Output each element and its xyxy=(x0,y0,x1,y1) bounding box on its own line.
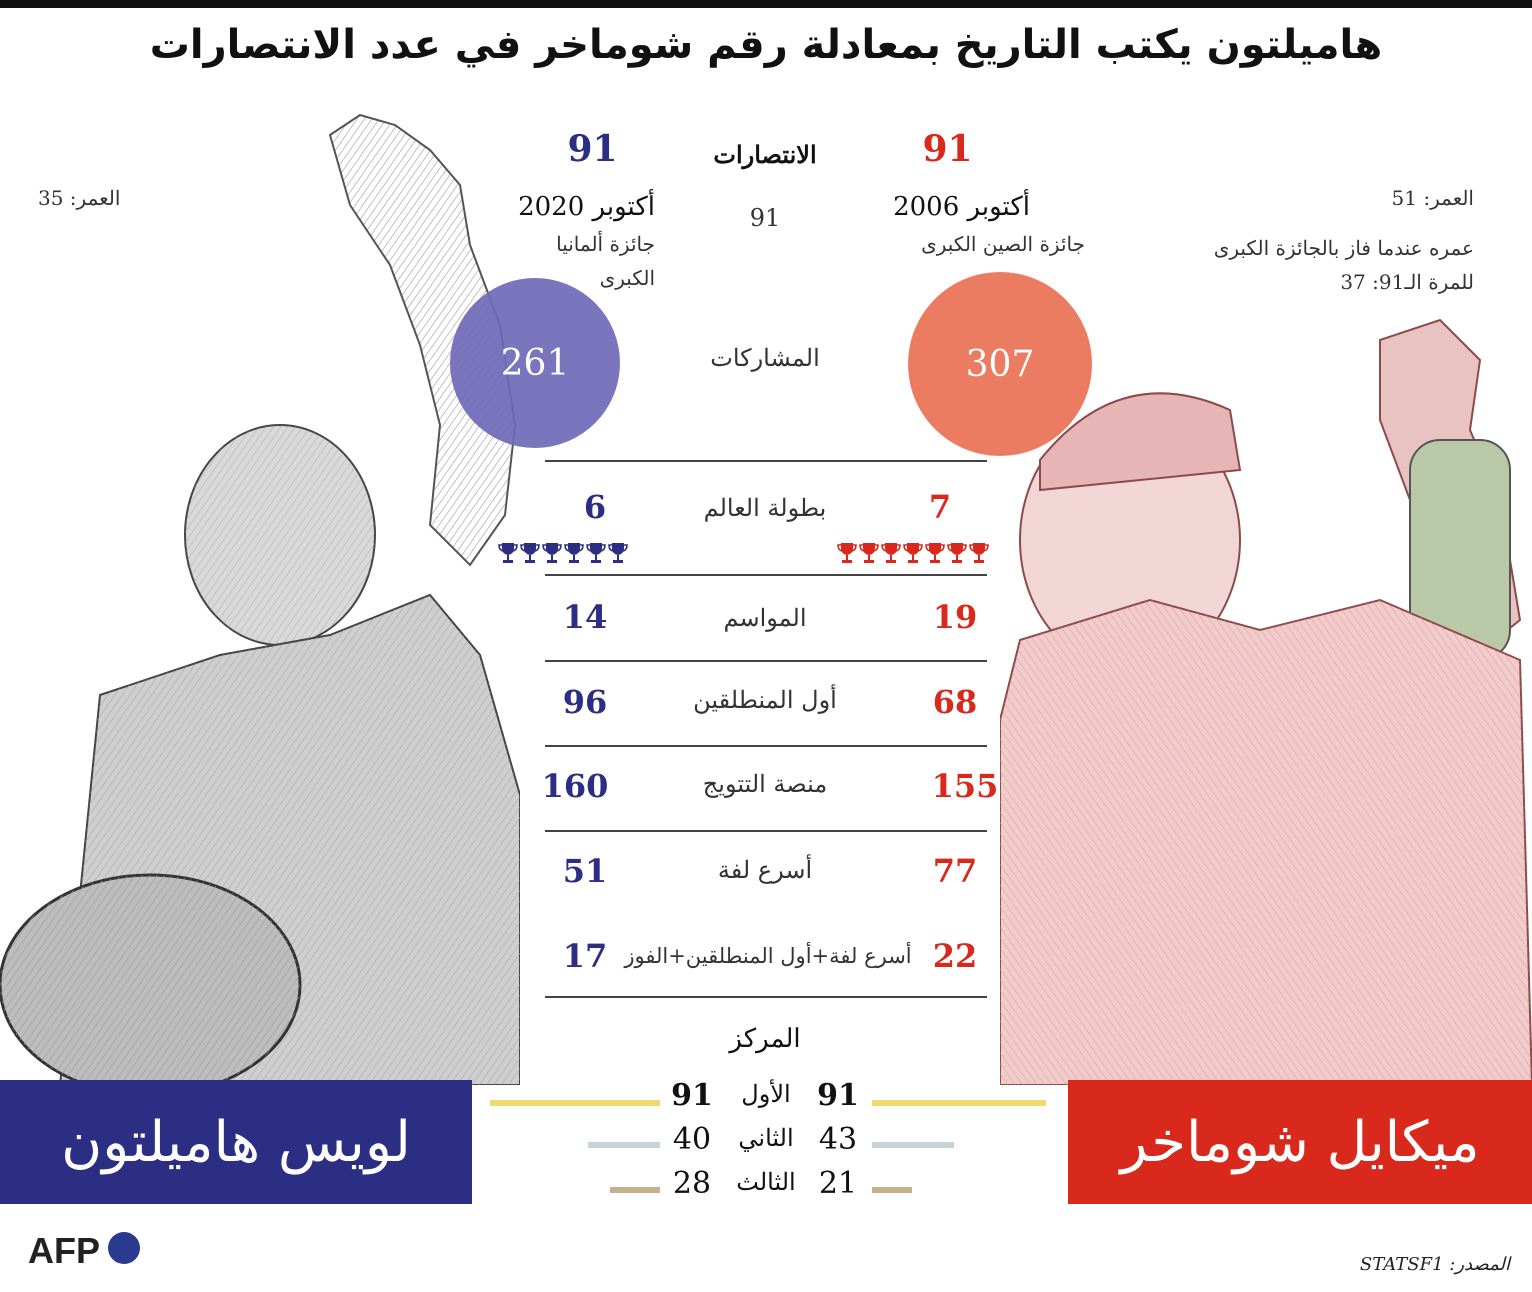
schumacher-age-note-2: للمرة الـ91: 37 xyxy=(1340,270,1474,294)
source-note: المصدر: STATSF1 xyxy=(1359,1254,1510,1275)
hamilton-trophies xyxy=(497,542,629,568)
hamilton-pos3: 28 xyxy=(672,1166,712,1201)
first-label: الأول xyxy=(741,1080,791,1108)
trophy-icon xyxy=(903,543,923,563)
wins-sub: 91 xyxy=(749,204,781,232)
schumacher-podiums: 155 xyxy=(931,767,999,805)
hamilton-record-date: أكتوبر 2020 xyxy=(518,192,655,222)
trophy-icon xyxy=(608,543,628,563)
schumacher-third-bar xyxy=(872,1187,912,1193)
divider-2 xyxy=(545,574,987,576)
seasons-label: المواسم xyxy=(723,604,807,632)
hamilton-pos1: 91 xyxy=(671,1078,713,1113)
hamilton-age: العمر: 35 xyxy=(38,186,121,210)
trophy-icon xyxy=(859,543,879,563)
titles-label: بطولة العالم xyxy=(703,494,827,522)
schumacher-first-bar xyxy=(872,1100,1046,1106)
schumacher-entries: 307 xyxy=(965,343,1035,385)
trophy-icon xyxy=(586,543,606,563)
hamilton-second-bar xyxy=(588,1142,660,1148)
afp-logo: AFP xyxy=(28,1230,100,1271)
wins-label: الانتصارات xyxy=(713,140,817,169)
schumacher-trophies xyxy=(836,542,990,568)
poles-label: أول المنطلقين xyxy=(693,686,837,714)
third-label: الثالث xyxy=(736,1168,796,1196)
hamilton-titles: 6 xyxy=(583,488,607,526)
divider-3 xyxy=(545,660,987,662)
hamilton-poles: 96 xyxy=(562,683,608,721)
schumacher-pos1: 91 xyxy=(817,1078,859,1113)
hamilton-photo xyxy=(0,113,520,1085)
hamilton-hat-tricks: 17 xyxy=(562,937,608,975)
hamilton-pos2: 40 xyxy=(672,1122,712,1157)
trophy-icon xyxy=(925,543,945,563)
hamilton-third-bar xyxy=(610,1187,660,1193)
fastest-laps-label: أسرع لفة xyxy=(717,856,813,884)
schumacher-hat-tricks: 22 xyxy=(932,937,978,975)
schumacher-fastest-laps: 77 xyxy=(932,852,978,890)
afp-logo-dot xyxy=(108,1232,140,1264)
divider-5 xyxy=(545,830,987,832)
schumacher-seasons: 19 xyxy=(932,598,978,636)
second-label: الثاني xyxy=(738,1124,794,1152)
hat-tricks-label: أسرع لفة+أول المنطلقين+الفوز xyxy=(624,944,912,968)
schumacher-poles: 68 xyxy=(932,683,978,721)
schumacher-wins: 91 xyxy=(922,128,973,170)
hamilton-name: لويس هاميلتون xyxy=(61,1109,411,1175)
page-title: هاميلتون يكتب التاريخ بمعادلة رقم شوماخر… xyxy=(149,22,1383,68)
trophy-icon xyxy=(969,543,989,563)
schumacher-age-note-1: عمره عندما فاز بالجائزة الكبرى xyxy=(1213,236,1474,260)
schumacher-titles: 7 xyxy=(928,488,952,526)
schumacher-second-bar xyxy=(872,1142,954,1148)
trophy-icon xyxy=(947,543,967,563)
schumacher-pos2: 43 xyxy=(818,1122,858,1157)
hamilton-first-bar xyxy=(490,1100,660,1106)
trophy-icon xyxy=(564,543,584,563)
hamilton-podiums: 160 xyxy=(541,767,609,805)
schumacher-name: ميكايل شوماخر xyxy=(1120,1109,1480,1175)
trophy-icon xyxy=(837,543,857,563)
divider-6 xyxy=(545,996,987,998)
hamilton-record-race-1: جائزة ألمانيا xyxy=(556,232,655,256)
trophy-icon xyxy=(542,543,562,563)
entries-label: المشاركات xyxy=(710,344,820,372)
divider-4 xyxy=(545,745,987,747)
position-heading: المركز xyxy=(729,1024,801,1054)
schumacher-pos3: 21 xyxy=(818,1166,858,1201)
podiums-label: منصة التتويج xyxy=(702,770,828,798)
trophy-icon xyxy=(498,543,518,563)
schumacher-entries-circle: 307 xyxy=(908,272,1092,456)
schumacher-record-date: أكتوبر 2006 xyxy=(893,192,1030,222)
schumacher-record-race: جائزة الصين الكبرى xyxy=(921,232,1085,256)
hamilton-entries-circle: 261 xyxy=(450,278,620,448)
hamilton-record-race-2: الكبرى xyxy=(599,266,655,290)
top-rule xyxy=(0,0,1532,8)
trophy-icon xyxy=(520,543,540,563)
divider-1 xyxy=(545,460,987,462)
schumacher-photo xyxy=(1000,318,1532,1085)
schumacher-name-box: ميكايل شوماخر xyxy=(1068,1080,1532,1204)
hamilton-name-box: لويس هاميلتون xyxy=(0,1080,472,1204)
hamilton-seasons: 14 xyxy=(562,598,608,636)
hamilton-entries: 261 xyxy=(500,342,570,384)
schumacher-age: العمر: 51 xyxy=(1391,186,1474,210)
trophy-icon xyxy=(881,543,901,563)
hamilton-fastest-laps: 51 xyxy=(562,852,608,890)
hamilton-wins: 91 xyxy=(567,128,618,170)
